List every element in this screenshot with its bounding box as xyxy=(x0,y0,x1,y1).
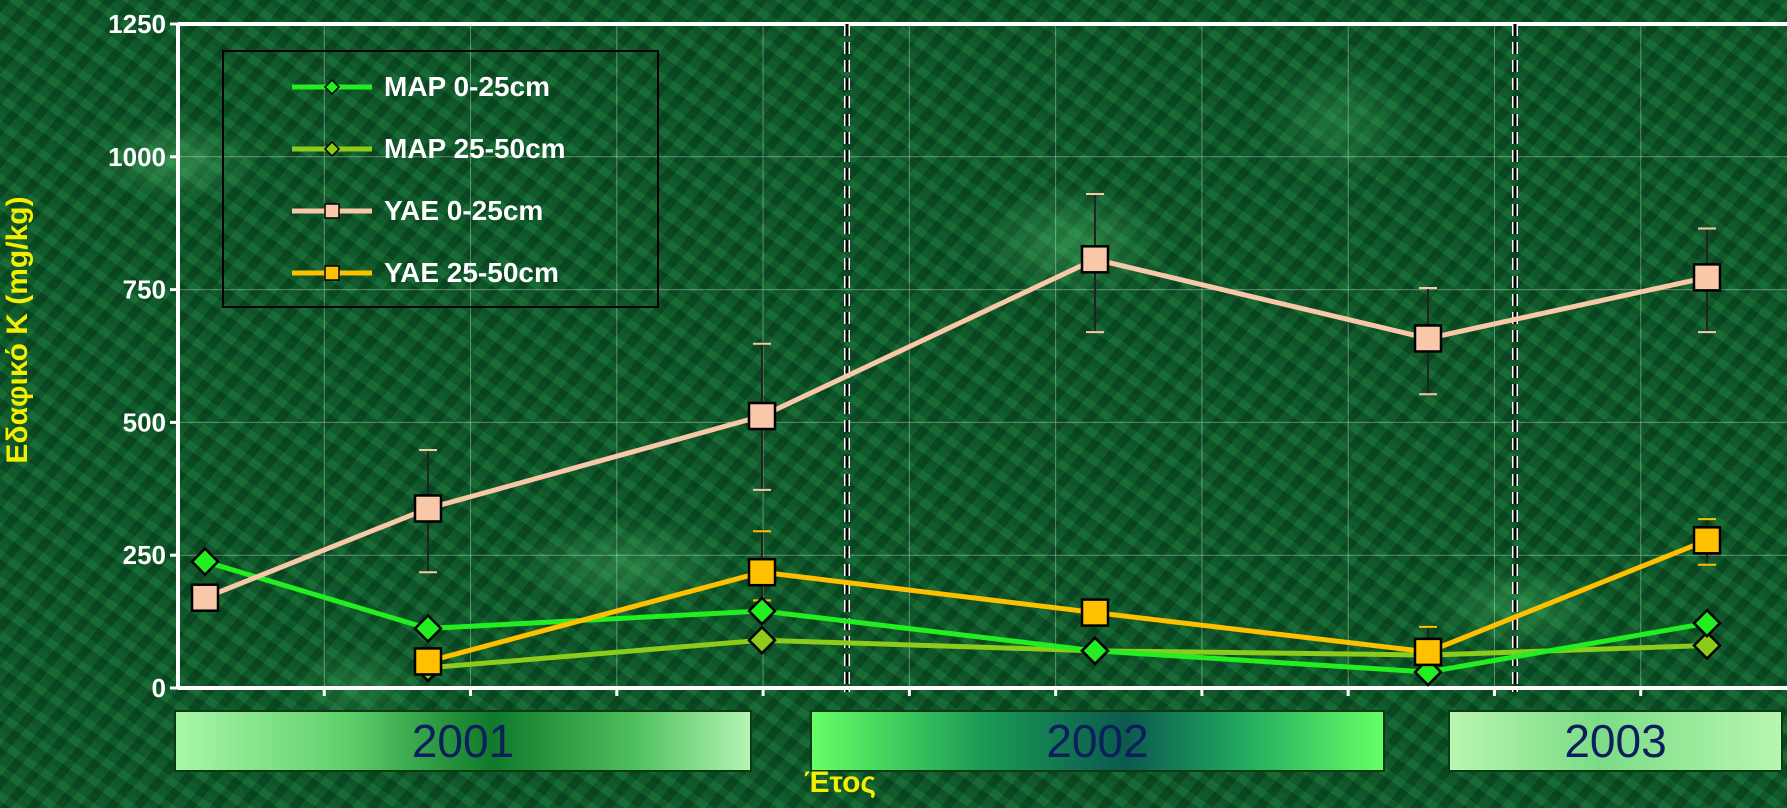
y-tick-label: 750 xyxy=(123,275,166,305)
legend-label: YAE 25-50cm xyxy=(384,257,559,288)
data-point-square xyxy=(1692,263,1722,292)
legend-label: YAE 0-25cm xyxy=(384,195,544,226)
data-point-square xyxy=(413,647,443,676)
year-label: 2003 xyxy=(1564,715,1667,767)
series-line xyxy=(204,256,1708,601)
y-tick-label: 1250 xyxy=(108,9,166,39)
year-separators xyxy=(844,24,1518,692)
data-point-diamond xyxy=(1692,608,1722,638)
legend-label: MAP 0-25cm xyxy=(384,71,551,102)
data-point-diamond xyxy=(747,596,777,626)
series-markers xyxy=(190,245,1722,687)
data-point-diamond xyxy=(413,613,443,644)
legend-label: MAP 25-50cm xyxy=(384,133,566,164)
data-point-square xyxy=(747,401,777,431)
x-axis-label: Έτος xyxy=(803,766,877,799)
year-label: 2001 xyxy=(411,715,515,767)
data-point-diamond xyxy=(747,625,777,655)
axes xyxy=(170,22,1787,696)
data-point-square xyxy=(190,583,220,612)
data-point-square xyxy=(1692,526,1722,555)
series-line xyxy=(204,559,1708,675)
legend-swatch-diamond-icon xyxy=(292,140,372,158)
y-tick-label: 0 xyxy=(152,673,166,703)
data-point-diamond xyxy=(190,546,220,577)
legend-swatch-diamond-icon xyxy=(292,78,372,96)
series-lines xyxy=(204,256,1708,675)
data-point-square xyxy=(413,494,443,523)
legend-swatch-square-icon xyxy=(292,203,372,219)
year-group-2003: 2003 xyxy=(1448,710,1783,772)
y-axis-label-text: Εδαφικό Κ (mg/kg) xyxy=(1,196,34,464)
data-point-diamond xyxy=(1692,630,1722,661)
y-tick-labels: 0 250 500 750 1000 1250 xyxy=(108,9,166,703)
data-point-square xyxy=(1413,637,1443,667)
data-point-square xyxy=(747,557,777,587)
grid-lines xyxy=(178,22,1787,688)
year-group-2001: 2001 xyxy=(174,710,752,772)
y-tick-label: 500 xyxy=(123,407,166,437)
data-point-square xyxy=(1413,324,1443,353)
year-label: 2002 xyxy=(1046,715,1149,767)
y-tick-label: 250 xyxy=(123,540,166,570)
year-group-2002: 2002 xyxy=(810,710,1385,772)
y-tick-label: 1000 xyxy=(108,142,166,172)
data-point-square xyxy=(1080,245,1110,274)
legend: MAP 0-25cm MAP 25-50cm YAE 0-25cm YAE 25… xyxy=(222,50,659,308)
data-point-square xyxy=(1080,598,1110,627)
legend-swatch-square-icon xyxy=(292,265,372,281)
data-point-diamond xyxy=(1080,636,1110,666)
